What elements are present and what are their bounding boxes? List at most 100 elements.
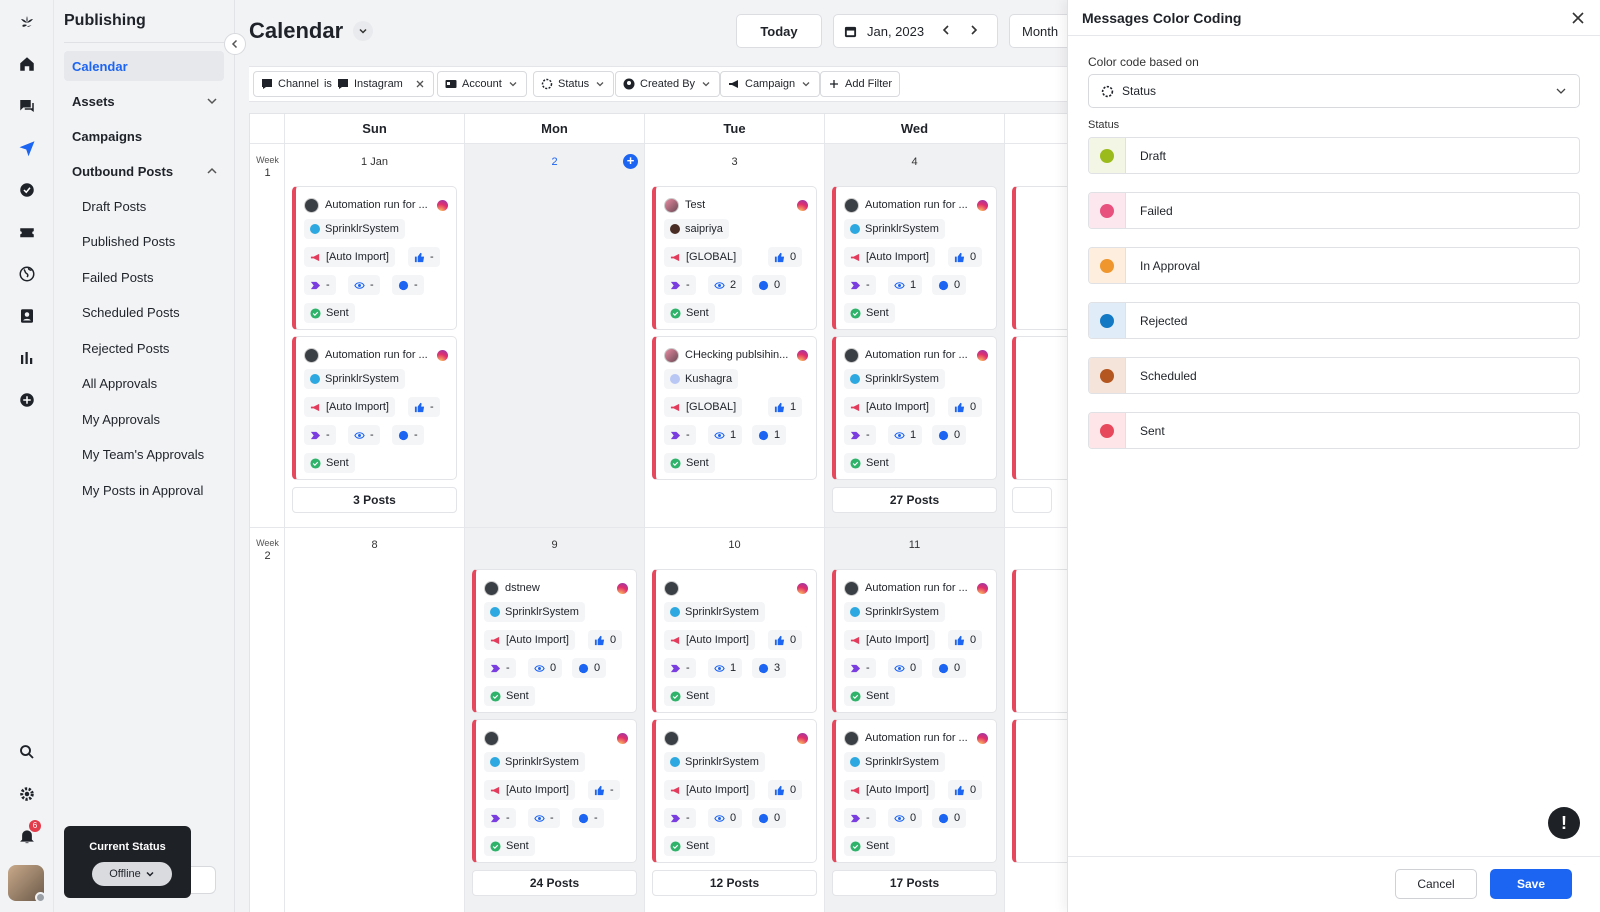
post-card[interactable]: Automation run for ... SprinklrSystem [Aut… [292, 336, 457, 480]
more-posts-button[interactable]: 17 Posts [832, 870, 997, 896]
filter-chip-channel[interactable]: Channel is Instagram [253, 71, 434, 97]
views-eye-icon [354, 281, 365, 289]
nav-published-posts[interactable]: Published Posts [82, 234, 176, 249]
send-icon[interactable] [15, 136, 39, 160]
post-card[interactable]: SprinklrSystem [Auto Import] - - - - Sent [472, 719, 637, 863]
alert-help-button[interactable]: ! [1548, 807, 1580, 839]
comments-pill: 0 [752, 275, 787, 295]
status-color-row[interactable]: Scheduled [1088, 357, 1580, 394]
nav-rejected-posts[interactable]: Rejected Posts [82, 341, 170, 356]
cancel-button[interactable]: Cancel [1395, 869, 1477, 899]
add-post-button[interactable]: + [623, 154, 638, 169]
home-icon[interactable] [15, 52, 39, 76]
close-icon[interactable] [414, 78, 426, 90]
bar-chart-icon[interactable] [15, 346, 39, 370]
post-card-partial[interactable] [1012, 569, 1072, 713]
day-cell-w1-mon[interactable] [465, 144, 645, 527]
chevron-down-icon [509, 82, 517, 87]
author-pill: SprinklrSystem [484, 752, 585, 772]
status-color-row[interactable]: Sent [1088, 412, 1580, 449]
post-card[interactable]: Automation run for ... SprinklrSystem [Aut… [832, 569, 997, 713]
author-icon [310, 224, 320, 234]
icon-rail: 6 [0, 0, 54, 912]
status-color-row[interactable]: Failed [1088, 192, 1580, 229]
nav-assets[interactable]: Assets [64, 86, 224, 116]
status-color-row[interactable]: Draft [1088, 137, 1580, 174]
color-swatch[interactable] [1089, 193, 1126, 228]
sidebar-collapse-button[interactable] [224, 33, 246, 55]
day-cell-w1-sun[interactable] [285, 144, 465, 527]
nav-calendar[interactable]: Calendar [64, 51, 224, 81]
post-card[interactable]: Automation run for ... SprinklrSystem [Aut… [292, 186, 457, 330]
post-card[interactable]: Automation run for ... SprinklrSystem [Aut… [832, 336, 997, 480]
post-card[interactable]: CHecking publsihin... Kushagra [GLOBAL] 1 - 1… [652, 336, 817, 480]
more-posts-button-partial[interactable] [1012, 487, 1052, 513]
more-posts-button[interactable]: 24 Posts [472, 870, 637, 896]
search-icon[interactable] [15, 740, 39, 764]
color-swatch[interactable] [1089, 138, 1126, 173]
user-avatar[interactable] [8, 865, 46, 903]
nav-my-teams-approvals[interactable]: My Team's Approvals [82, 447, 205, 462]
color-swatch[interactable] [1089, 413, 1126, 448]
check-circle-icon[interactable] [15, 178, 39, 202]
more-posts-button[interactable]: 12 Posts [652, 870, 817, 896]
post-card[interactable]: SprinklrSystem [Auto Import] 0 - 0 0 Sent [652, 719, 817, 863]
filter-chip-campaign[interactable]: Campaign [720, 71, 821, 97]
post-card-partial[interactable] [1012, 336, 1072, 480]
color-code-label: Color code based on [1088, 55, 1199, 69]
megaphone-icon [310, 253, 320, 261]
more-posts-button[interactable]: 3 Posts [292, 487, 457, 513]
post-title: Automation run for ... [865, 349, 968, 361]
view-switcher-dropdown[interactable] [353, 21, 374, 41]
post-card[interactable]: dstnew SprinklrSystem [Auto Import] 0 - 0 0 Sen… [472, 569, 637, 713]
nav-campaigns[interactable]: Campaigns [64, 121, 224, 151]
post-card-partial[interactable] [1012, 719, 1072, 863]
color-code-select[interactable]: Status [1088, 74, 1580, 108]
day-cell-w2-sun[interactable] [285, 528, 465, 912]
post-card[interactable]: SprinklrSystem [Auto Import] 0 - 1 3 Sent [652, 569, 817, 713]
status-color-row[interactable]: In Approval [1088, 247, 1580, 284]
post-card[interactable]: Automation run for ... SprinklrSystem [Aut… [832, 719, 997, 863]
nav-failed-posts[interactable]: Failed Posts [82, 270, 154, 285]
filter-chip-created-by[interactable]: Created By [615, 71, 721, 97]
status-select[interactable]: Offline [92, 862, 172, 886]
color-swatch[interactable] [1089, 248, 1126, 283]
nav-draft-posts[interactable]: Draft Posts [82, 199, 147, 214]
color-swatch[interactable] [1089, 358, 1126, 393]
campaign-pill: [Auto Import] [484, 780, 575, 800]
save-button[interactable]: Save [1490, 869, 1572, 899]
day-cell-w1-tue[interactable] [645, 144, 825, 527]
more-posts-button[interactable]: 27 Posts [832, 487, 997, 513]
author-pill: SprinklrSystem [664, 752, 765, 772]
chat-icon[interactable] [15, 94, 39, 118]
status-color-row[interactable]: Rejected [1088, 302, 1580, 339]
ticket-icon[interactable] [15, 220, 39, 244]
sprinklr-logo-icon[interactable] [15, 10, 39, 34]
contacts-icon[interactable] [15, 304, 39, 328]
close-icon[interactable] [1570, 10, 1586, 26]
day-cell-w2-tue[interactable] [645, 528, 825, 912]
filter-chip-status[interactable]: Status [533, 71, 615, 97]
prev-month-button[interactable] [940, 24, 952, 39]
next-month-button[interactable] [968, 24, 980, 39]
nav-all-approvals[interactable]: All Approvals [82, 376, 158, 391]
add-circle-icon[interactable] [15, 388, 39, 412]
post-card[interactable]: Automation run for ... SprinklrSystem [Aut… [832, 186, 997, 330]
post-card[interactable]: Test saipriya [GLOBAL] 0 - 2 0 Sent [652, 186, 817, 330]
nav-my-posts-in-approval[interactable]: My Posts in Approval [82, 483, 204, 498]
filter-chip-account[interactable]: Account [437, 71, 527, 97]
likes-pill: 0 [588, 630, 623, 650]
color-swatch[interactable] [1089, 303, 1126, 338]
nav-my-approvals[interactable]: My Approvals [82, 412, 161, 427]
date-label: 11 [908, 539, 921, 551]
notification-bell-icon[interactable]: 6 [15, 820, 41, 848]
add-filter-button[interactable]: Add Filter [820, 71, 901, 97]
post-card-partial[interactable] [1012, 186, 1072, 330]
globe-icon[interactable] [15, 262, 39, 286]
today-button[interactable]: Today [736, 14, 822, 48]
comments-count: 0 [594, 662, 601, 674]
nav-outbound-posts[interactable]: Outbound Posts [64, 156, 224, 186]
settings-gear-icon[interactable] [15, 782, 39, 806]
status-pill: Sent [664, 836, 715, 856]
nav-scheduled-posts[interactable]: Scheduled Posts [82, 305, 180, 320]
